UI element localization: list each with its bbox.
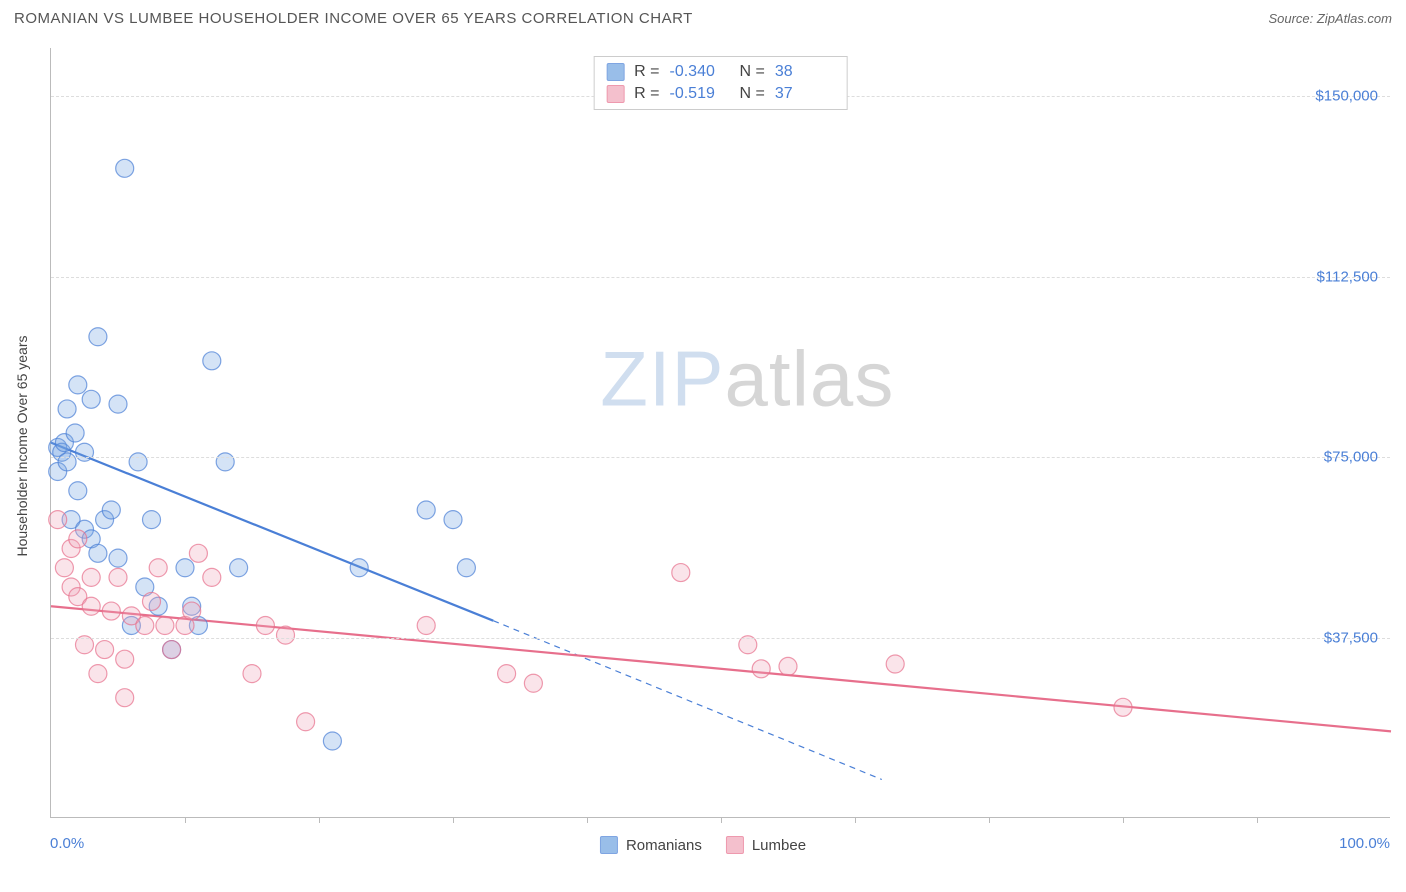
correlation-row-lumbee: R = -0.519 N = 37 [606, 83, 835, 105]
y-tick-label: $150,000 [1315, 88, 1378, 105]
data-point [417, 617, 435, 635]
data-point [243, 665, 261, 683]
data-point [102, 501, 120, 519]
data-point [176, 559, 194, 577]
data-point [129, 453, 147, 471]
y-tick-label: $112,500 [1317, 268, 1378, 285]
gridline [51, 277, 1390, 278]
data-point [49, 511, 67, 529]
data-point [69, 482, 87, 500]
data-point [96, 641, 114, 659]
data-point [189, 544, 207, 562]
data-point [203, 352, 221, 370]
data-point [69, 530, 87, 548]
data-point [230, 559, 248, 577]
data-point [58, 400, 76, 418]
x-axis-min-label: 0.0% [50, 835, 84, 852]
swatch-romanians [600, 836, 618, 854]
data-point [143, 592, 161, 610]
data-point [277, 626, 295, 644]
chart-source: Source: ZipAtlas.com [1268, 11, 1392, 26]
data-point [69, 376, 87, 394]
data-point [457, 559, 475, 577]
data-point [350, 559, 368, 577]
correlation-legend: R = -0.340 N = 38 R = -0.519 N = 37 [593, 56, 848, 110]
data-point [156, 617, 174, 635]
swatch-romanians [606, 63, 624, 81]
swatch-lumbee [726, 836, 744, 854]
data-point [1114, 698, 1132, 716]
data-point [109, 395, 127, 413]
data-point [89, 328, 107, 346]
data-point [297, 713, 315, 731]
data-point [216, 453, 234, 471]
data-point [116, 159, 134, 177]
data-point [109, 549, 127, 567]
data-point [417, 501, 435, 519]
x-tick [989, 817, 990, 823]
data-point [256, 617, 274, 635]
chart-svg [51, 48, 1390, 817]
data-point [524, 674, 542, 692]
data-point [752, 660, 770, 678]
data-point [66, 424, 84, 442]
data-point [58, 453, 76, 471]
data-point [149, 559, 167, 577]
x-tick [855, 817, 856, 823]
data-point [76, 443, 94, 461]
x-tick [1257, 817, 1258, 823]
data-point [82, 597, 100, 615]
x-tick [319, 817, 320, 823]
data-point [89, 544, 107, 562]
data-point [55, 559, 73, 577]
x-tick [587, 817, 588, 823]
x-tick [1123, 817, 1124, 823]
data-point [116, 689, 134, 707]
data-point [136, 617, 154, 635]
data-point [203, 568, 221, 586]
series-legend: Romanians Lumbee [600, 836, 806, 854]
data-point [109, 568, 127, 586]
data-point [498, 665, 516, 683]
x-tick [721, 817, 722, 823]
y-axis-label: Householder Income Over 65 years [14, 336, 30, 557]
chart-plot-area: ZIPatlas R = -0.340 N = 38 R = -0.519 N … [50, 48, 1390, 818]
gridline [51, 457, 1390, 458]
regression-line-extrapolated [493, 621, 882, 780]
data-point [143, 511, 161, 529]
data-point [779, 657, 797, 675]
chart-header: ROMANIAN VS LUMBEE HOUSEHOLDER INCOME OV… [0, 0, 1406, 35]
data-point [82, 568, 100, 586]
data-point [672, 564, 690, 582]
y-tick-label: $75,000 [1324, 449, 1378, 466]
y-tick-label: $37,500 [1324, 629, 1378, 646]
data-point [163, 641, 181, 659]
data-point [82, 390, 100, 408]
data-point [323, 732, 341, 750]
data-point [444, 511, 462, 529]
data-point [183, 602, 201, 620]
legend-item-romanians: Romanians [600, 836, 702, 854]
correlation-row-romanians: R = -0.340 N = 38 [606, 61, 835, 83]
gridline [51, 638, 1390, 639]
x-axis-max-label: 100.0% [1339, 835, 1390, 852]
data-point [886, 655, 904, 673]
chart-title: ROMANIAN VS LUMBEE HOUSEHOLDER INCOME OV… [14, 10, 693, 27]
x-tick [453, 817, 454, 823]
regression-line [51, 443, 493, 621]
x-tick [185, 817, 186, 823]
data-point [116, 650, 134, 668]
legend-label: Romanians [626, 837, 702, 854]
swatch-lumbee [606, 85, 624, 103]
data-point [89, 665, 107, 683]
legend-item-lumbee: Lumbee [726, 836, 806, 854]
legend-label: Lumbee [752, 837, 806, 854]
data-point [102, 602, 120, 620]
